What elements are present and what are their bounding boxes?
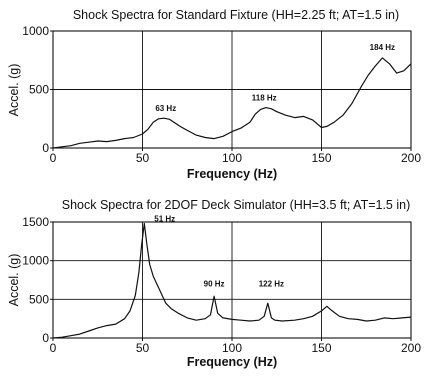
x-tick-label: 200 xyxy=(401,151,421,165)
tick-labels: 0 50 100 150 200 0 500 1000 xyxy=(22,24,421,165)
peak-annotations: 51 Hz 90 Hz 122 Hz xyxy=(154,215,284,289)
peak-label: 90 Hz xyxy=(204,280,225,289)
x-tick-label: 100 xyxy=(222,341,242,355)
series-line xyxy=(52,57,412,149)
x-tick-label: 100 xyxy=(222,151,242,165)
x-tick-label: 50 xyxy=(136,341,150,355)
y-tick-label: 0 xyxy=(42,141,49,155)
y-tick-label: 1500 xyxy=(22,215,49,229)
y-axis-label: Accel. (g) xyxy=(7,254,21,307)
x-tick-label: 200 xyxy=(401,341,421,355)
peak-label: 63 Hz xyxy=(155,104,176,113)
x-tick-label: 150 xyxy=(311,341,331,355)
peak-label: 184 Hz xyxy=(370,43,395,52)
x-tick-label: 150 xyxy=(311,151,331,165)
chart-panel-deck-simulator: Shock Spectra for 2DOF Deck Simulator (H… xyxy=(7,198,421,369)
series-line xyxy=(52,222,412,339)
y-tick-label: 1000 xyxy=(22,24,49,38)
chart-panel-standard-fixture: Shock Spectra for Standard Fixture (HH=2… xyxy=(7,8,421,181)
peak-label: 51 Hz xyxy=(154,215,175,224)
x-tick-label: 50 xyxy=(136,151,150,165)
y-tick-label: 0 xyxy=(42,331,49,345)
peak-label: 122 Hz xyxy=(259,280,284,289)
y-axis-label: Accel. (g) xyxy=(7,64,21,117)
x-tick-label: 0 xyxy=(50,151,57,165)
y-tick-label: 500 xyxy=(29,83,49,97)
x-tick-label: 0 xyxy=(50,341,57,355)
x-axis-label: Frequency (Hz) xyxy=(187,355,277,369)
chart-title: Shock Spectra for 2DOF Deck Simulator (H… xyxy=(62,198,411,212)
peak-label: 118 Hz xyxy=(252,93,277,102)
tick-labels: 0 50 100 150 200 0 500 1000 1500 xyxy=(22,215,421,355)
peak-annotations: 63 Hz 118 Hz 184 Hz xyxy=(155,43,395,113)
gridlines xyxy=(53,222,411,338)
chart-title: Shock Spectra for Standard Fixture (HH=2… xyxy=(73,8,399,22)
gridlines xyxy=(53,31,411,148)
x-axis-label: Frequency (Hz) xyxy=(187,167,277,181)
y-tick-label: 500 xyxy=(29,292,49,306)
y-tick-label: 1000 xyxy=(22,254,49,268)
